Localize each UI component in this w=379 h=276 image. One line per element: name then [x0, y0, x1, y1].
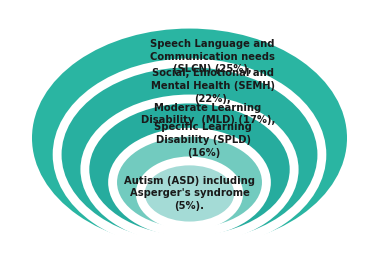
Text: Social, Emotional and
Mental Health (SEMH)
(22%),: Social, Emotional and Mental Health (SEM…: [150, 68, 275, 104]
Text: Speech Language and
Communication needs
(SLCN) (25%),: Speech Language and Communication needs …: [150, 39, 275, 75]
Ellipse shape: [23, 20, 356, 256]
Ellipse shape: [108, 128, 271, 237]
Ellipse shape: [143, 163, 236, 224]
Text: Autism (ASD) including
Asperger's syndrome
(5%).: Autism (ASD) including Asperger's syndro…: [124, 176, 255, 211]
Ellipse shape: [112, 132, 267, 233]
Ellipse shape: [84, 98, 295, 241]
Ellipse shape: [30, 26, 349, 250]
Ellipse shape: [136, 156, 243, 230]
Ellipse shape: [56, 62, 323, 247]
Text: Moderate Learning
Disability  (MLD) (17%),: Moderate Learning Disability (MLD) (17%)…: [141, 103, 275, 125]
Ellipse shape: [87, 102, 292, 237]
Ellipse shape: [139, 160, 240, 227]
Ellipse shape: [53, 59, 326, 251]
Ellipse shape: [27, 23, 352, 253]
Text: Specific Learning
Disability (SPLD)
(16%): Specific Learning Disability (SPLD) (16%…: [154, 122, 252, 158]
Ellipse shape: [115, 135, 264, 230]
Ellipse shape: [60, 65, 319, 244]
Ellipse shape: [80, 95, 299, 244]
